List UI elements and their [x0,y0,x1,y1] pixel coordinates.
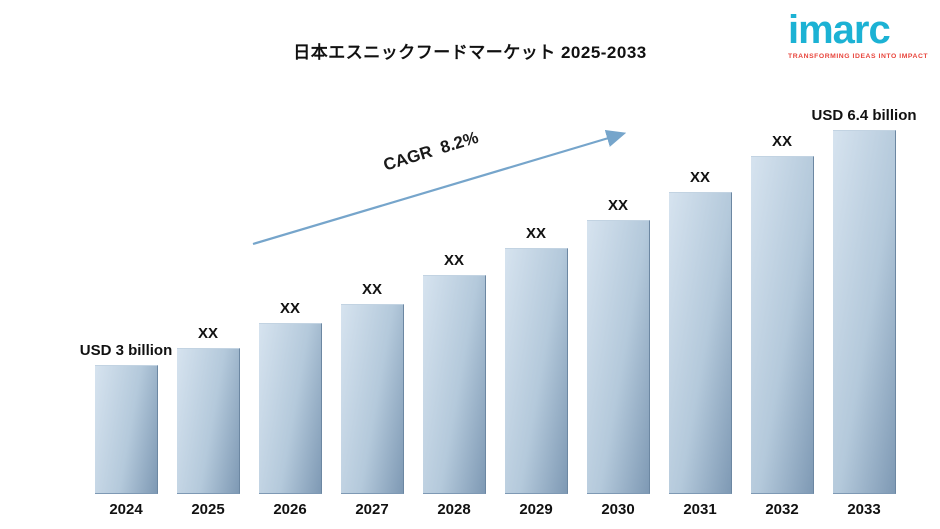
bar-value-label-2033: USD 6.4 billion [811,107,917,124]
x-axis-label-2027: 2027 [355,501,389,518]
chart-title: 日本エスニックフードマーケット 2025-2033 [293,43,647,62]
bar-value-label-2032: XX [771,133,792,150]
x-axis-label-2033: 2033 [847,501,881,518]
bar-2024 [94,365,158,494]
bar-column-2024: USD 3 billion 2024 [80,342,173,519]
bar-2033 [832,130,896,494]
x-axis-label-2030: 2030 [601,501,635,518]
bar-2029 [504,248,568,494]
bar-value-label-2029: XX [525,225,546,242]
bar-2030 [586,220,650,494]
x-axis-label-2025: 2025 [191,501,225,518]
bar-2031 [668,192,732,494]
bar-value-label-2027: XX [361,281,382,298]
x-axis-label-2029: 2029 [519,501,553,518]
bar-value-label-2025: XX [197,325,218,342]
x-axis-label-2032: 2032 [765,501,799,518]
bar-column-2026: XX 2026 [258,300,322,519]
bar-column-2028: XX 2028 [422,252,486,519]
bar-column-2031: XX 2031 [668,169,732,519]
x-axis-label-2031: 2031 [683,501,717,518]
bar-column-2030: XX 2030 [586,197,650,519]
bar-chart: USD 3 billion 2024 XX 2025 XX 2026 XX 2027 XX 202… [80,89,917,519]
bar-column-2032: XX 2032 [750,133,814,519]
imarc-logo-tagline: TRANSFORMING IDEAS INTO IMPACT [788,53,929,60]
bar-value-label-2024: USD 3 billion [79,342,173,359]
imarc-logo-text: imarc [788,8,891,52]
bar-2027 [340,304,404,494]
x-axis-label-2024: 2024 [109,501,143,518]
bar-2032 [750,156,814,494]
bar-value-label-2031: XX [689,169,710,186]
bar-value-label-2030: XX [607,197,628,214]
bar-2026 [258,323,322,494]
bar-2025 [176,348,240,494]
x-axis-label-2028: 2028 [437,501,471,518]
bar-value-label-2026: XX [279,300,300,317]
bar-column-2033: USD 6.4 billion 2033 [812,107,917,519]
imarc-logo: imarc TRANSFORMING IDEAS INTO IMPACT [788,10,928,60]
x-axis-label-2026: 2026 [273,501,307,518]
bar-value-label-2028: XX [443,252,464,269]
bar-column-2029: XX 2029 [504,225,568,519]
bar-column-2027: XX 2027 [340,281,404,519]
bar-column-2025: XX 2025 [176,325,240,519]
bar-2028 [422,275,486,494]
